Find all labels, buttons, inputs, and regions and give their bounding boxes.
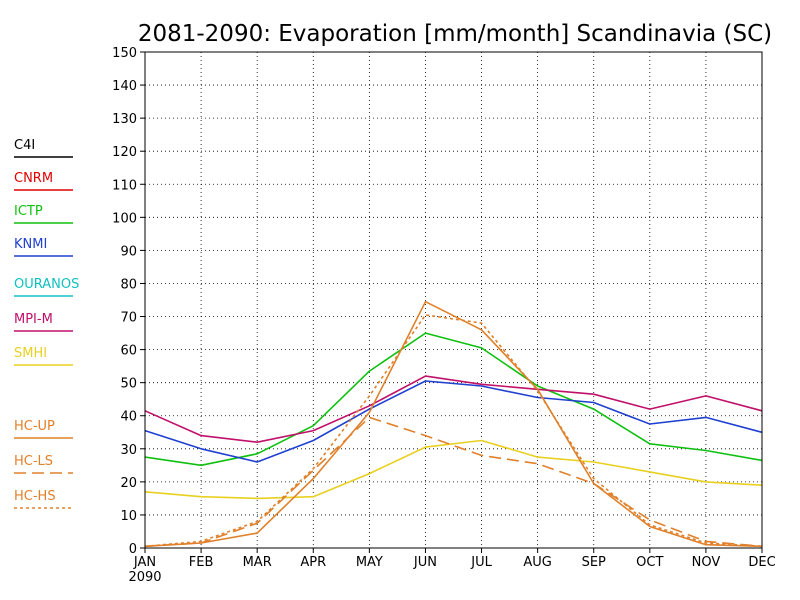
y-tick-label: 50 [120, 377, 137, 392]
x-tick-label: AUG [523, 555, 551, 570]
series-line-hc-ls [144, 416, 763, 548]
y-tick-label: 60 [120, 344, 137, 359]
grid [145, 52, 762, 548]
chart-title: 2081-2090: Evaporation [mm/month] Scandi… [138, 21, 772, 47]
x-tick-label: OCT [636, 555, 663, 570]
legend-label-c4i: C4I [14, 138, 35, 153]
y-tick-label: 20 [120, 476, 137, 491]
y-tick-label: 110 [112, 178, 137, 193]
y-tick-label: 90 [120, 244, 137, 259]
x-axis: JAN FEB MAR APR MAY JUN JUL AUG SEP OCT NOV DEC 2090 [128, 548, 776, 585]
y-tick-label: 10 [120, 509, 137, 524]
series-line-knmi [144, 380, 763, 463]
x-tick-label: JAN [133, 555, 156, 570]
x-year-label: 2090 [128, 570, 161, 585]
y-tick-label: 40 [120, 410, 137, 425]
legend: C4I CNRM ICTP KNMI OURANOS MPI-M SMHI HC-UP HC-L… [14, 138, 79, 509]
x-tick-label: JUN [413, 555, 437, 570]
series-lines [144, 300, 763, 548]
legend-label-hc-ls: HC-LS [14, 454, 53, 469]
series-line-hc-up [144, 300, 763, 548]
series-line-ictp [144, 332, 763, 467]
series-line-smhi [144, 439, 763, 500]
y-tick-label: 30 [120, 443, 137, 458]
x-tick-label: APR [300, 555, 326, 570]
y-tick-label: 70 [120, 311, 137, 326]
series-line-hc-hs [144, 314, 763, 548]
legend-label-smhi: SMHI [14, 346, 47, 361]
x-tick-label: NOV [692, 555, 721, 570]
legend-label-ouranos: OURANOS [14, 277, 79, 292]
y-tick-label: 120 [112, 145, 137, 160]
x-tick-label: DEC [748, 555, 775, 570]
x-tick-label: FEB [189, 555, 214, 570]
x-tick-label: MAY [356, 555, 383, 570]
legend-label-mpi-m: MPI-M [14, 312, 53, 327]
legend-label-ictp: ICTP [14, 204, 43, 219]
y-tick-label: 0 [129, 542, 137, 557]
x-tick-label: JUL [470, 555, 492, 570]
legend-label-cnrm: CNRM [14, 171, 53, 186]
y-tick-label: 80 [120, 277, 137, 292]
y-tick-label: 150 [112, 46, 137, 61]
series-line-mpi-m [144, 375, 763, 444]
x-tick-label: SEP [582, 555, 606, 570]
legend-label-hc-up: HC-UP [14, 419, 55, 434]
y-axis: 0 10 20 30 40 50 60 70 80 90 100 110 120 130 140 150 [112, 46, 145, 557]
y-tick-label: 140 [112, 79, 137, 94]
plot-frame [144, 51, 763, 549]
x-tick-label: MAR [243, 555, 272, 570]
legend-label-hc-hs: HC-HS [14, 489, 56, 504]
y-tick-label: 130 [112, 112, 137, 127]
y-tick-label: 100 [112, 211, 137, 226]
legend-label-knmi: KNMI [14, 237, 47, 252]
